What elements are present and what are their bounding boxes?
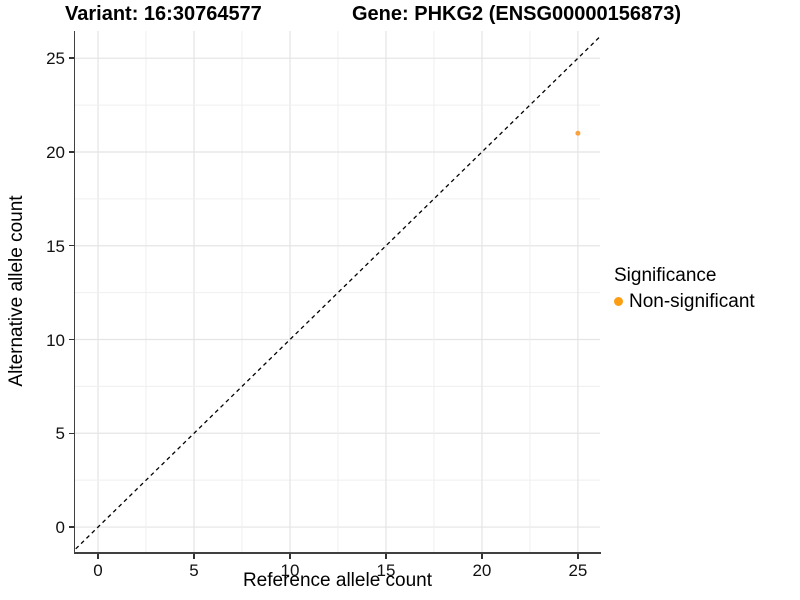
y-tick-mark — [68, 57, 74, 59]
x-axis-line — [73, 552, 601, 554]
legend-dot-icon — [614, 297, 623, 307]
x-tick-label: 25 — [568, 561, 588, 580]
legend-title: Significance — [614, 265, 717, 286]
x-tick-mark — [481, 553, 483, 559]
y-axis-line — [73, 31, 76, 554]
x-tick-label: 10 — [280, 561, 300, 580]
x-tick-label: 20 — [472, 561, 492, 580]
legend: Significance Non-significant — [614, 265, 755, 313]
x-axis-title: Reference allele count — [242, 570, 433, 591]
x-tick-label: 5 — [189, 561, 199, 580]
plot-panel — [75, 31, 600, 552]
x-tick-mark — [289, 553, 291, 559]
y-tick-mark — [68, 151, 74, 153]
y-tick-label: 15 — [46, 236, 65, 256]
y-tick-label: 20 — [46, 142, 65, 162]
data-point — [575, 130, 581, 136]
y-axis-title: Alternative allele count — [6, 195, 27, 387]
y-tick-mark — [68, 526, 74, 528]
y-tick-mark — [68, 338, 74, 341]
scatter-canvas — [75, 31, 600, 552]
x-tick-label: 15 — [376, 561, 396, 580]
y-tick-label: 5 — [55, 424, 65, 444]
x-tick-mark — [577, 553, 579, 559]
identity-line — [75, 35, 600, 551]
y-tick-mark — [68, 245, 74, 247]
legend-item-label: Non-significant — [629, 290, 755, 312]
variant-title: Variant: 16:30764577 — [65, 3, 262, 25]
y-tick-label: 0 — [55, 518, 65, 538]
x-tick-mark — [193, 553, 195, 559]
y-tick-mark — [68, 432, 74, 434]
legend-item: Non-significant — [614, 291, 755, 313]
x-tick-mark — [97, 553, 99, 559]
y-tick-label: 25 — [46, 49, 65, 69]
x-tick-label: 0 — [93, 561, 103, 580]
y-tick-label: 10 — [46, 330, 65, 350]
x-tick-mark — [385, 553, 387, 559]
gene-title: Gene: PHKG2 (ENSG00000156873) — [352, 3, 682, 25]
